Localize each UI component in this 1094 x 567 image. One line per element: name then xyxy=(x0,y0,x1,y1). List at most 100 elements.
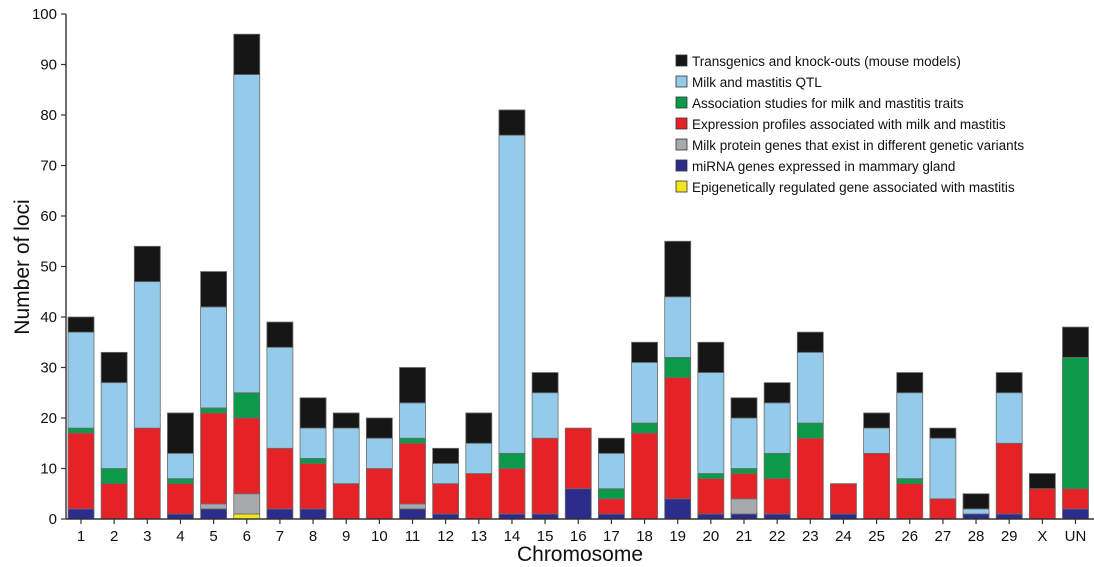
bar-segment xyxy=(133,427,161,520)
bar-segment xyxy=(233,74,261,394)
legend-label: Milk protein genes that exist in differe… xyxy=(692,138,1024,153)
bar-segment xyxy=(598,452,625,490)
bar-segment xyxy=(498,468,526,515)
bar-segment xyxy=(564,427,592,490)
bar-segment xyxy=(200,306,228,409)
bar-segment xyxy=(100,468,128,485)
bar-segment xyxy=(598,437,625,454)
y-tick-label: 20 xyxy=(40,410,57,427)
x-tick-label: 8 xyxy=(309,528,317,545)
bar-segment xyxy=(200,407,228,414)
x-tick-label: 28 xyxy=(968,528,985,545)
bar-segment xyxy=(763,382,791,404)
bar-segment xyxy=(631,362,658,424)
bar-segment xyxy=(498,513,526,520)
x-tick-label: 7 xyxy=(276,528,284,545)
x-tick-label: UN xyxy=(1065,528,1087,545)
bar-segment xyxy=(432,463,460,485)
bar-segment xyxy=(67,508,95,520)
bar-segment xyxy=(598,488,625,500)
bar-segment xyxy=(697,478,725,515)
bar-segment xyxy=(863,452,890,520)
y-tick-label: 0 xyxy=(49,511,57,528)
x-tick-label: 1 xyxy=(77,528,85,545)
bar-segment xyxy=(167,412,194,454)
bar-segment xyxy=(664,240,692,298)
bar-segment xyxy=(664,377,692,500)
bar-segment xyxy=(796,437,824,520)
bar-segment xyxy=(233,33,261,76)
bar-segment xyxy=(332,427,360,485)
bar-segment xyxy=(399,402,426,439)
x-tick-label: 24 xyxy=(835,528,852,545)
bar-segment xyxy=(1062,508,1089,520)
legend-label: Association studies for milk and mastiti… xyxy=(692,96,964,111)
bar-segment xyxy=(830,483,857,515)
bar-segment xyxy=(598,498,625,515)
bar-segment xyxy=(664,498,692,520)
bar-segment xyxy=(167,452,194,480)
x-tick-label: 23 xyxy=(802,528,819,545)
bar-segment xyxy=(67,432,95,510)
bar-segment xyxy=(962,513,990,520)
y-tick-label: 10 xyxy=(40,461,57,478)
bar-segment xyxy=(929,498,957,520)
x-tick-label: 15 xyxy=(537,528,554,545)
bar-segment xyxy=(896,478,924,485)
bar-segment xyxy=(1062,488,1089,510)
bar-segment xyxy=(432,447,460,464)
bar-segment xyxy=(432,483,460,515)
x-tick-label: 22 xyxy=(769,528,786,545)
bar-segment xyxy=(332,483,360,520)
bar-segment xyxy=(697,473,725,479)
legend-label: Transgenics and knock-outs (mouse models… xyxy=(692,54,961,69)
bar-segment xyxy=(697,513,725,520)
bar-segment xyxy=(929,437,957,500)
legend-swatch xyxy=(675,96,688,109)
legend-label: Expression profiles associated with milk… xyxy=(692,117,1006,132)
bar-segment xyxy=(730,473,758,500)
x-tick-label: 19 xyxy=(669,528,686,545)
x-tick-label: 13 xyxy=(470,528,487,545)
bar-segment xyxy=(730,397,758,419)
bar-segment xyxy=(332,412,360,429)
legend-label: miRNA genes expressed in mammary gland xyxy=(692,159,955,174)
bar-segment xyxy=(763,478,791,515)
bar-segment xyxy=(498,452,526,469)
bar-segment xyxy=(896,372,924,394)
bar-segment xyxy=(233,513,261,520)
bar-segment xyxy=(598,513,625,520)
bar-segment xyxy=(830,513,857,520)
bar-segment xyxy=(133,245,161,283)
bar-segment xyxy=(432,513,460,520)
bar-segment xyxy=(664,356,692,378)
y-tick-label: 70 xyxy=(40,158,57,175)
x-tick-label: 16 xyxy=(570,528,587,545)
bar-segment xyxy=(67,427,95,434)
bar-segment xyxy=(1028,488,1056,520)
bar-segment xyxy=(233,493,261,515)
y-tick-label: 60 xyxy=(40,208,57,225)
bar-segment xyxy=(863,412,890,429)
x-tick-label: 2 xyxy=(110,528,118,545)
bar-segment xyxy=(631,422,658,434)
legend-label: Milk and mastitis QTL xyxy=(692,75,822,90)
bar-segment xyxy=(697,341,725,373)
bar-segment xyxy=(531,392,559,439)
bar-segment xyxy=(730,498,758,515)
y-tick-label: 80 xyxy=(40,107,57,124)
bar-segment xyxy=(167,478,194,485)
bar-segment xyxy=(531,437,559,515)
y-axis-title: Number of loci xyxy=(11,199,34,334)
bar-segment xyxy=(1062,326,1089,358)
legend-swatch xyxy=(675,117,688,130)
y-tick-label: 30 xyxy=(40,360,57,377)
bar-segment xyxy=(299,427,327,459)
bar-segment xyxy=(564,488,592,520)
bar-segment xyxy=(796,331,824,353)
bar-segment xyxy=(465,442,493,474)
bar-segment xyxy=(995,442,1023,515)
bar-segment xyxy=(100,382,128,469)
bar-segment xyxy=(399,437,426,444)
